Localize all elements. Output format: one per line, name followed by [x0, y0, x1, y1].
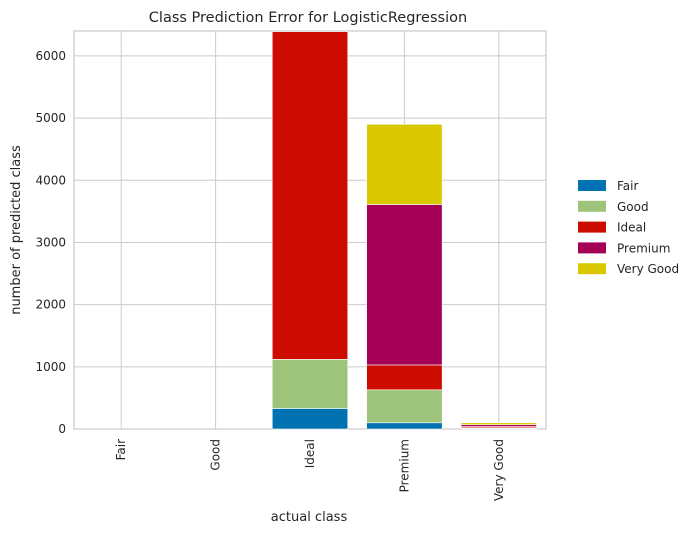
legend-swatch-very-good: [578, 263, 606, 275]
y-axis-label: number of predicted class: [9, 145, 24, 315]
x-tick-label-good: Good: [209, 439, 223, 471]
bar-premium-premium: [366, 204, 443, 366]
y-tick-label-4000: 4000: [35, 173, 66, 187]
legend-label-premium: Premium: [617, 241, 670, 255]
x-axis-label: actual class: [271, 510, 348, 525]
y-tick-label-3000: 3000: [35, 235, 66, 249]
x-tick-label-ideal: Ideal: [303, 439, 317, 468]
legend-swatch-premium: [578, 242, 606, 254]
bar-premium-ideal: [366, 364, 443, 391]
bar-very-good-very-good: [460, 422, 537, 425]
legend-label-ideal: Ideal: [617, 221, 646, 235]
legend-label-very-good: Very Good: [617, 262, 679, 276]
y-tick-label-5000: 5000: [35, 111, 66, 125]
x-axis-ticks: Fair Good Ideal Premium Very Good: [114, 439, 506, 501]
bar-ideal-fair: [271, 408, 349, 430]
legend-label-good: Good: [617, 200, 649, 214]
y-tick-label-1000: 1000: [35, 360, 66, 374]
bar-ideal-ideal: [271, 31, 349, 360]
y-axis-ticks: 0 1000 2000 3000 4000 5000 6000: [35, 49, 66, 436]
plot-area: [73, 30, 547, 430]
legend: Fair Good Ideal Premium Very Good: [578, 179, 679, 276]
legend-label-fair: Fair: [617, 179, 638, 193]
bar-premium-good: [366, 389, 443, 424]
y-tick-label-6000: 6000: [35, 49, 66, 63]
legend-swatch-fair: [578, 180, 606, 191]
bars: [271, 31, 537, 430]
bar-ideal-good: [271, 359, 349, 409]
legend-swatch-good: [578, 200, 606, 212]
bar-premium-very-good: [366, 123, 443, 205]
y-tick-label-0: 0: [58, 422, 66, 436]
x-tick-label-very-good: Very Good: [492, 439, 506, 501]
y-tick-label-2000: 2000: [35, 298, 66, 312]
x-tick-label-premium: Premium: [397, 439, 411, 492]
legend-swatch-ideal: [578, 221, 606, 233]
bar-premium-fair: [366, 422, 443, 430]
x-tick-label-fair: Fair: [114, 439, 128, 460]
chart-title: Class Prediction Error for LogisticRegre…: [149, 10, 467, 26]
